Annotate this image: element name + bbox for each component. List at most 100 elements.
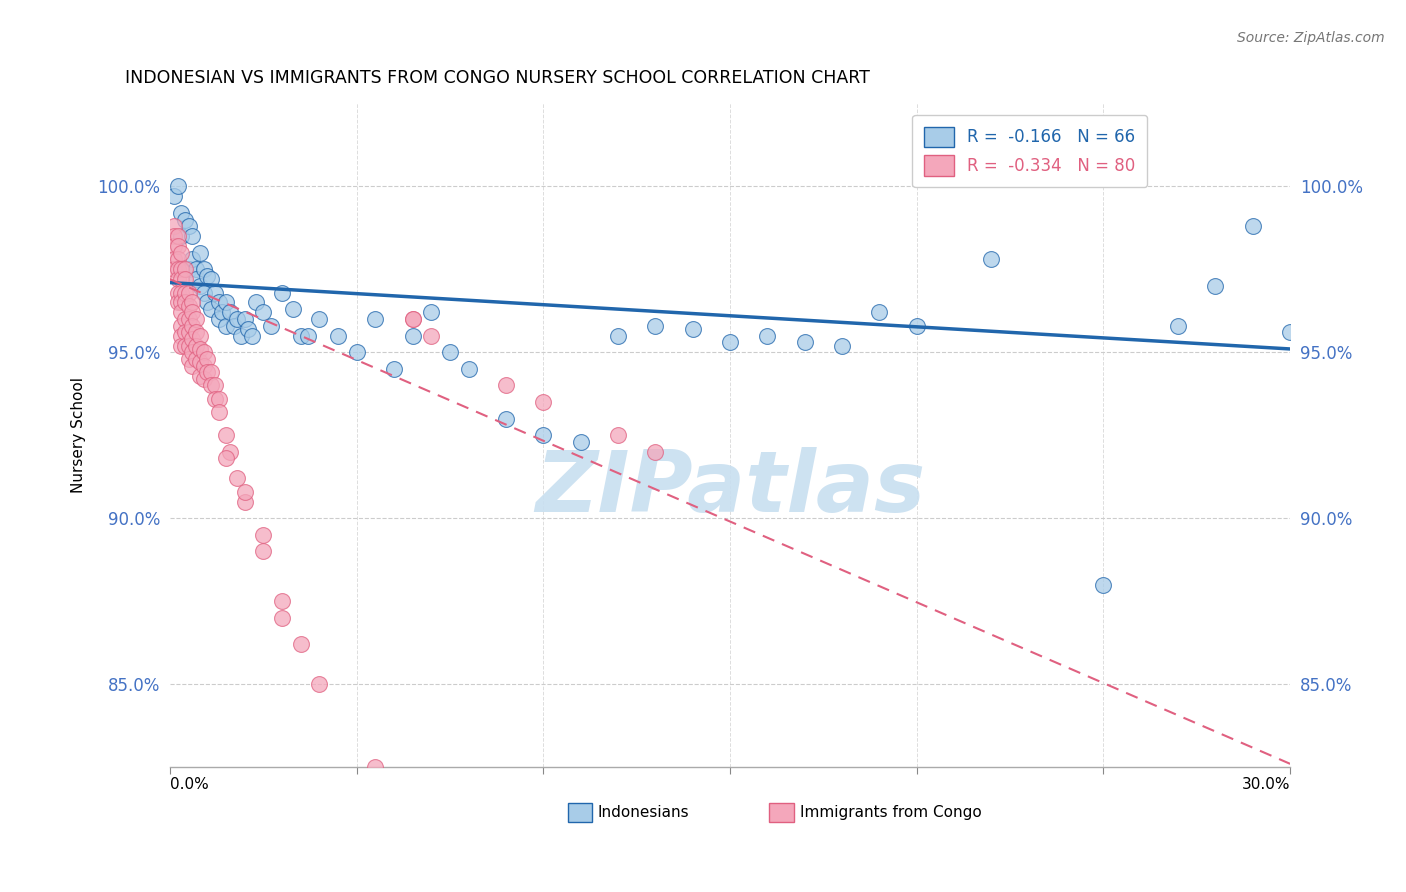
Point	[188, 245, 211, 260]
Point	[181, 229, 204, 244]
Point	[166, 295, 188, 310]
Point	[233, 312, 256, 326]
Point	[218, 305, 240, 319]
Point	[181, 345, 204, 359]
Point	[166, 262, 188, 277]
Point	[271, 285, 294, 300]
Point	[163, 262, 186, 277]
Point	[197, 268, 219, 283]
Point	[402, 328, 425, 343]
Point	[166, 239, 188, 253]
Point	[364, 312, 387, 326]
Point	[402, 312, 425, 326]
Point	[271, 594, 294, 608]
Point	[233, 484, 256, 499]
Point	[163, 239, 186, 253]
Legend: R =  -0.166   N = 66, R =  -0.334   N = 80: R = -0.166 N = 66, R = -0.334 N = 80	[912, 115, 1147, 187]
Point	[495, 378, 517, 392]
Point	[756, 328, 779, 343]
Point	[170, 318, 193, 333]
Point	[170, 305, 193, 319]
Point	[1241, 219, 1264, 234]
Text: INDONESIAN VS IMMIGRANTS FROM CONGO NURSERY SCHOOL CORRELATION CHART: INDONESIAN VS IMMIGRANTS FROM CONGO NURS…	[125, 69, 870, 87]
Point	[1092, 577, 1115, 591]
Point	[170, 272, 193, 286]
Y-axis label: Nursery School: Nursery School	[72, 377, 86, 493]
Point	[200, 365, 222, 379]
Point	[193, 372, 215, 386]
Point	[420, 328, 443, 343]
Point	[170, 229, 193, 244]
Point	[193, 262, 215, 277]
Point	[166, 252, 188, 267]
Point	[177, 285, 200, 300]
Point	[218, 445, 240, 459]
Point	[402, 312, 425, 326]
Point	[186, 326, 208, 340]
Point	[200, 272, 222, 286]
Point	[163, 219, 186, 234]
Point	[718, 335, 741, 350]
Point	[166, 229, 188, 244]
Point	[308, 677, 330, 691]
Point	[644, 318, 666, 333]
Point	[215, 318, 238, 333]
Point	[197, 295, 219, 310]
Point	[193, 285, 215, 300]
Point	[226, 312, 249, 326]
Point	[364, 777, 387, 791]
Point	[174, 262, 197, 277]
Point	[233, 494, 256, 508]
Point	[420, 305, 443, 319]
Text: 0.0%: 0.0%	[170, 777, 209, 792]
Point	[174, 338, 197, 352]
Point	[215, 295, 238, 310]
Point	[193, 359, 215, 373]
Point	[181, 318, 204, 333]
Point	[181, 252, 204, 267]
Point	[980, 252, 1002, 267]
Point	[188, 368, 211, 383]
Point	[174, 272, 197, 286]
Point	[170, 245, 193, 260]
Point	[177, 351, 200, 366]
Point	[252, 544, 274, 558]
Point	[170, 328, 193, 343]
Point	[495, 411, 517, 425]
Point	[163, 252, 186, 267]
Point	[174, 212, 197, 227]
Point	[260, 318, 283, 333]
Point	[457, 362, 479, 376]
Point	[174, 285, 197, 300]
Point	[905, 318, 928, 333]
Point	[186, 312, 208, 326]
Point	[186, 272, 208, 286]
Point	[644, 445, 666, 459]
Point	[290, 328, 312, 343]
Point	[297, 328, 319, 343]
Text: Immigrants from Congo: Immigrants from Congo	[800, 805, 981, 820]
Point	[188, 342, 211, 356]
Point	[174, 326, 197, 340]
Point	[204, 285, 226, 300]
Text: ZIPatlas: ZIPatlas	[536, 447, 925, 530]
Point	[252, 305, 274, 319]
Point	[166, 179, 188, 194]
Point	[170, 338, 193, 352]
Point	[170, 295, 193, 310]
Point	[204, 392, 226, 406]
Point	[238, 322, 260, 336]
Point	[569, 434, 592, 449]
Point	[186, 262, 208, 277]
Point	[533, 428, 555, 442]
Point	[245, 295, 267, 310]
Point	[283, 302, 305, 317]
Point	[207, 312, 229, 326]
Point	[197, 365, 219, 379]
Point	[181, 305, 204, 319]
Point	[177, 338, 200, 352]
Point	[326, 328, 349, 343]
Point	[170, 285, 193, 300]
Point	[1167, 318, 1189, 333]
Bar	[769, 803, 794, 822]
